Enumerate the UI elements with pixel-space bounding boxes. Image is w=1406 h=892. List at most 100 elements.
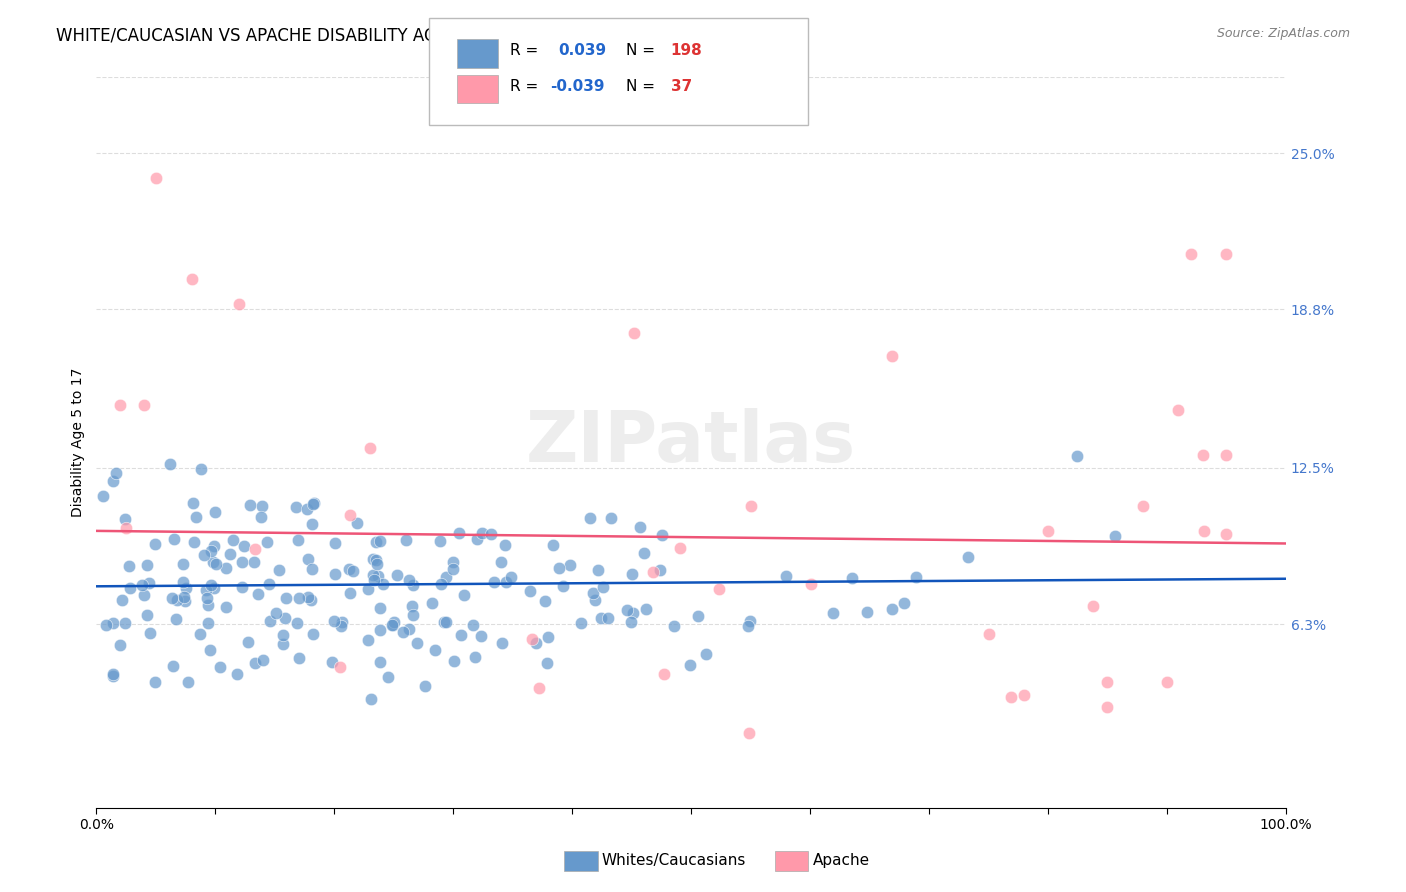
Point (740, 615, 762, 629)
Point (634, 602, 657, 616)
Point (239, 498, 262, 512)
Point (274, 591, 297, 605)
Point (841, 571, 863, 585)
Point (402, 577, 425, 591)
Point (108, 638, 131, 652)
Point (200, 578, 222, 592)
Point (118, 581, 141, 595)
Point (707, 582, 730, 596)
Text: 198: 198 (671, 44, 703, 58)
Point (669, 541, 692, 556)
Point (218, 547, 240, 561)
Point (104, 467, 127, 481)
Point (172, 558, 194, 572)
Point (471, 525, 494, 540)
Point (200, 643, 222, 657)
Point (821, 606, 844, 620)
Point (115, 521, 138, 535)
Point (904, 570, 927, 584)
Point (143, 537, 166, 551)
Point (346, 516, 368, 530)
Point (186, 509, 208, 524)
Point (195, 591, 218, 605)
Point (233, 539, 256, 553)
Point (621, 606, 644, 620)
Point (447, 526, 470, 541)
Point (541, 538, 564, 552)
Point (288, 651, 311, 665)
Point (422, 596, 444, 610)
Point (524, 635, 547, 649)
Point (441, 556, 464, 570)
Point (273, 637, 295, 651)
Point (101, 616, 124, 631)
Point (143, 675, 166, 690)
Point (1066, 450, 1088, 464)
Point (499, 570, 522, 584)
Point (204, 505, 226, 519)
Point (382, 615, 405, 629)
Point (1000, 690, 1022, 705)
Point (392, 625, 415, 640)
Point (620, 615, 643, 629)
Text: 0.039: 0.039 (558, 44, 606, 58)
Point (551, 579, 574, 593)
Point (1132, 499, 1154, 513)
Point (145, 171, 167, 186)
Point (470, 629, 492, 643)
Point (434, 615, 457, 629)
Point (361, 567, 384, 582)
Point (231, 580, 253, 594)
Point (381, 617, 404, 632)
Point (285, 500, 308, 514)
Point (484, 574, 506, 589)
Point (558, 558, 581, 573)
Point (1097, 675, 1119, 690)
Point (628, 520, 651, 534)
Point (547, 561, 569, 575)
Y-axis label: Disability Age 5 to 17: Disability Age 5 to 17 (72, 368, 86, 517)
Point (202, 582, 225, 596)
Text: -0.039: -0.039 (550, 79, 605, 94)
Point (101, 666, 124, 681)
Point (163, 532, 186, 546)
Point (321, 655, 343, 669)
Point (977, 626, 1000, 640)
Point (520, 632, 543, 646)
Point (1156, 675, 1178, 690)
Point (302, 627, 325, 641)
Point (200, 544, 222, 558)
Point (441, 562, 464, 576)
Point (1036, 524, 1059, 538)
Point (173, 590, 195, 604)
Point (591, 611, 613, 625)
Point (529, 681, 551, 696)
Point (398, 622, 420, 636)
Point (215, 599, 238, 614)
Point (287, 533, 309, 548)
Point (342, 564, 364, 578)
Point (134, 589, 156, 603)
Point (1180, 247, 1202, 261)
Point (111, 592, 134, 607)
Point (366, 557, 388, 571)
Point (377, 670, 399, 684)
Point (433, 615, 456, 629)
Point (450, 628, 472, 642)
Point (257, 577, 280, 591)
Point (429, 576, 451, 591)
Text: R =: R = (510, 44, 544, 58)
Point (357, 582, 380, 597)
Point (1215, 448, 1237, 462)
Point (166, 593, 188, 607)
Point (381, 617, 404, 632)
Point (269, 563, 291, 577)
Point (139, 626, 162, 640)
Point (101, 669, 124, 683)
Point (190, 462, 212, 476)
Point (162, 659, 184, 673)
Text: 37: 37 (671, 79, 692, 94)
Point (494, 538, 516, 552)
Point (652, 667, 675, 681)
Point (243, 542, 266, 557)
